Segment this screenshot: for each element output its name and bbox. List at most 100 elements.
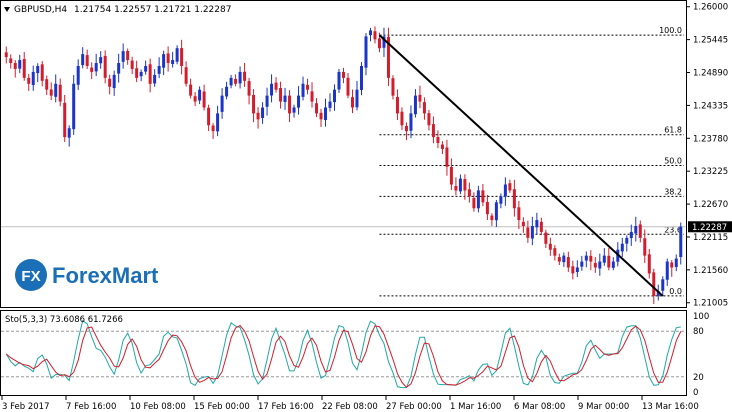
candle-body xyxy=(126,50,130,61)
candle-body xyxy=(310,91,314,102)
candle-body xyxy=(274,82,278,90)
candle-body xyxy=(454,185,458,191)
price-tick-label: 1.26000 xyxy=(693,3,728,13)
candle-body xyxy=(157,66,161,74)
candle-body xyxy=(562,255,566,263)
current-price-label: 1.22287 xyxy=(692,223,727,233)
candle-body xyxy=(674,258,678,268)
candle-body xyxy=(413,95,417,115)
candle-body xyxy=(256,112,260,120)
candle-body xyxy=(643,238,647,256)
candle-body xyxy=(4,52,8,58)
candle-body xyxy=(499,196,503,204)
candle-body xyxy=(54,83,58,97)
price-tick-label: 1.24890 xyxy=(693,69,728,79)
candle-body xyxy=(503,184,507,197)
trendline[interactable] xyxy=(378,34,664,297)
price-tick-label: 1.22115 xyxy=(693,233,728,243)
candle-body xyxy=(175,48,179,62)
candle-body xyxy=(566,257,570,268)
candle-body xyxy=(364,36,368,68)
candle-body xyxy=(247,81,251,96)
candle-body xyxy=(72,83,76,130)
price-axis[interactable]: 1.26000 1.25445 1.24890 1.24335 1.23780 1.232… xyxy=(686,3,728,309)
candle-body xyxy=(350,97,354,108)
time-tick-label: 27 Feb 00:00 xyxy=(386,402,442,412)
candle-body xyxy=(458,178,462,192)
candle-body xyxy=(81,54,85,66)
stochastic-tick-label: 100 xyxy=(693,312,709,322)
candle-body xyxy=(45,79,49,90)
candle-body xyxy=(656,291,660,296)
candle-body xyxy=(346,77,350,96)
candle-body xyxy=(449,166,453,185)
brand-name: ForexMart xyxy=(52,263,159,288)
candle-body xyxy=(49,89,53,96)
candle-body xyxy=(526,227,530,238)
fib-level-label: 100.0 xyxy=(659,26,682,35)
candle-body xyxy=(85,55,89,66)
candle-body xyxy=(202,91,206,108)
candle-body xyxy=(373,31,377,40)
candle-body xyxy=(535,220,539,228)
candle-body xyxy=(184,67,188,84)
candle-body xyxy=(386,36,390,78)
candle-body xyxy=(36,66,40,74)
fib-level-label: 50.0 xyxy=(664,157,682,166)
candle-body xyxy=(382,36,386,48)
candle-body xyxy=(324,107,328,121)
price-tick-label: 1.25445 xyxy=(693,36,728,46)
candle-body xyxy=(359,66,363,91)
candle-body xyxy=(521,221,525,226)
candle-body xyxy=(544,232,548,244)
stochastic-signal-line xyxy=(5,324,682,388)
time-axis[interactable]: 3 Feb 2017 7 Feb 16:00 10 Feb 08:00 15 Feb … xyxy=(1,396,699,412)
time-tick-label: 9 Mar 00:00 xyxy=(578,402,629,412)
candle-body xyxy=(148,64,152,84)
candle-body xyxy=(625,237,629,244)
candle-body xyxy=(270,83,274,96)
candle-body xyxy=(279,88,283,102)
candle-body xyxy=(63,102,67,138)
time-tick-label: 13 Mar 16:00 xyxy=(642,402,699,412)
candlestick-series xyxy=(4,26,683,304)
candle-body xyxy=(171,60,175,64)
candle-body xyxy=(575,267,579,273)
stochastic-label: Sto(5,3,3) 73.6086 61.7266 xyxy=(5,315,123,325)
candle-body xyxy=(355,89,359,108)
stochastic-tick-label: 0 xyxy=(693,388,698,398)
candle-body xyxy=(108,78,112,87)
candle-body xyxy=(634,226,638,234)
candle-body xyxy=(220,95,224,112)
candle-body xyxy=(328,101,332,108)
candle-body xyxy=(445,147,449,167)
candle-body xyxy=(431,124,435,138)
candle-body xyxy=(342,71,345,78)
candle-body xyxy=(395,96,399,114)
stochastic-tick-label: 80 xyxy=(693,327,704,337)
candle-body xyxy=(580,261,584,267)
candle-body xyxy=(494,202,498,221)
candle-body xyxy=(409,113,413,131)
candle-body xyxy=(144,66,148,72)
candle-body xyxy=(391,78,395,96)
candle-body xyxy=(467,189,471,197)
candle-body xyxy=(652,272,656,296)
candle-body xyxy=(229,77,233,86)
chart-menu-triangle-icon[interactable] xyxy=(4,7,10,12)
candle-body xyxy=(517,207,521,221)
candle-body xyxy=(189,84,193,96)
time-tick-label: 15 Feb 00:00 xyxy=(194,402,250,412)
candle-body xyxy=(512,189,516,209)
candle-body xyxy=(584,255,588,261)
time-tick-label: 22 Feb 08:00 xyxy=(322,402,378,412)
candle-body xyxy=(557,257,561,262)
candle-body xyxy=(301,83,305,97)
candle-body xyxy=(306,84,310,90)
candle-body xyxy=(404,125,408,132)
candle-body xyxy=(283,95,287,102)
candle-body xyxy=(76,66,80,85)
candle-body xyxy=(436,137,440,144)
candle-body xyxy=(139,71,143,77)
